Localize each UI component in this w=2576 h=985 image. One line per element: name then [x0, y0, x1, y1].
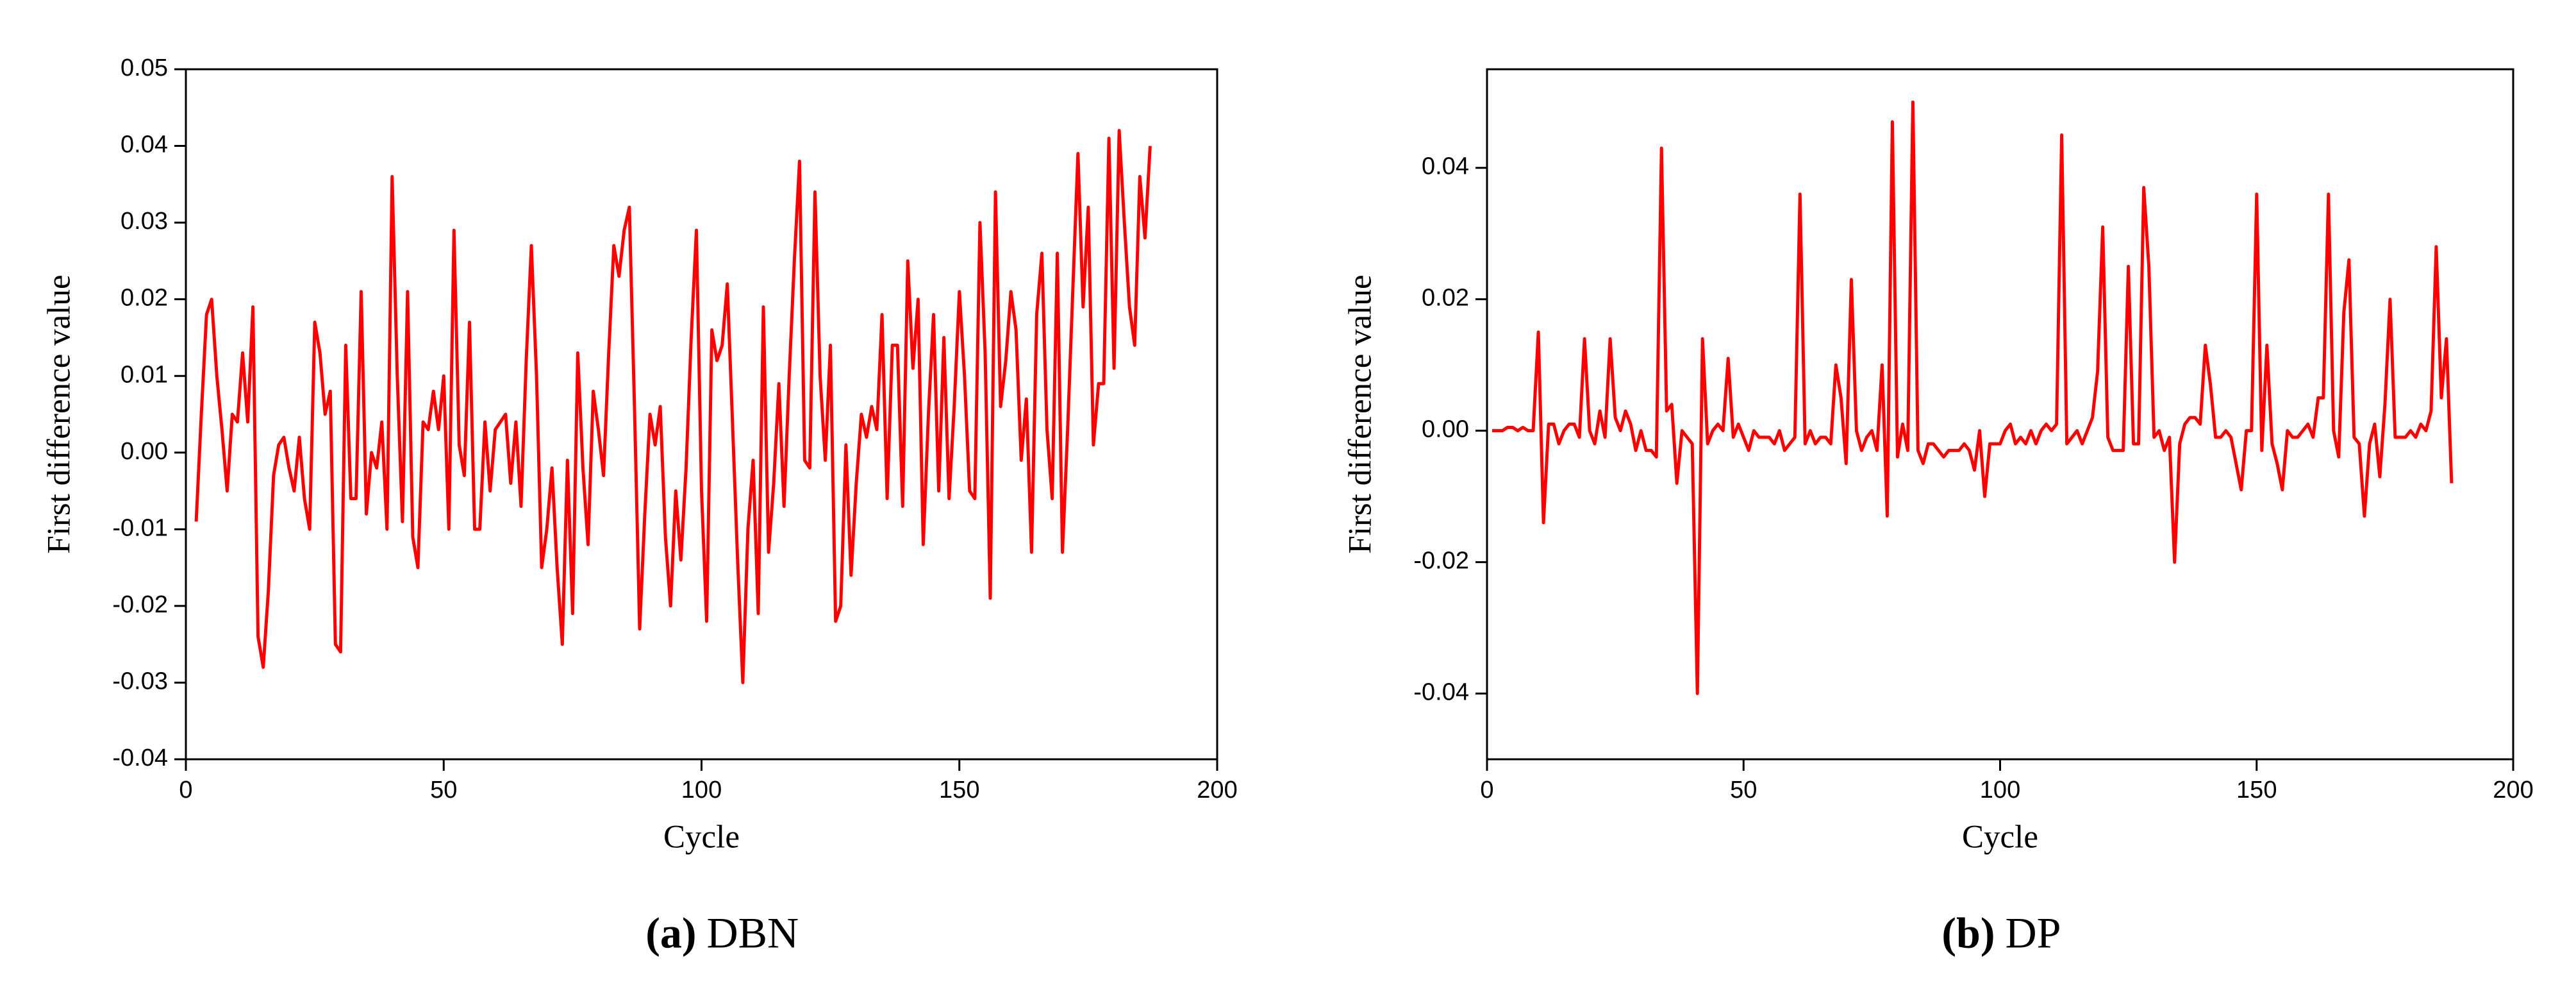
y-tick-label: -0.02 — [112, 591, 168, 618]
y-tick-label: 0.01 — [120, 361, 168, 388]
y-tick-label: -0.04 — [112, 745, 168, 771]
x-tick-label: 200 — [1197, 777, 1237, 804]
x-tick-label: 0 — [1480, 777, 1493, 804]
data-line — [1492, 100, 2454, 695]
y-tick-label: 0.03 — [120, 208, 168, 235]
y-tick-label: 0.04 — [1422, 153, 1469, 180]
y-axis-title: First difference value — [42, 274, 78, 553]
y-tick-label: -0.04 — [1413, 679, 1469, 706]
y-tick-label: 0.02 — [1422, 285, 1469, 312]
y-tick-label: -0.01 — [112, 514, 168, 541]
y-tick-label: -0.02 — [1413, 548, 1469, 575]
x-axis-title: Cycle — [663, 820, 740, 855]
y-axis-title: First difference value — [1343, 274, 1379, 553]
y-tick-label: 0.02 — [120, 285, 168, 312]
y-tick-label: 0.00 — [120, 438, 168, 465]
x-tick-label: 0 — [179, 777, 192, 804]
x-tick-label: 100 — [1980, 777, 2020, 804]
x-tick-label: 100 — [681, 777, 722, 804]
y-tick-label: -0.03 — [112, 668, 168, 695]
x-axis-title: Cycle — [1962, 820, 2038, 855]
caption-label: (b) — [1941, 909, 1995, 957]
x-tick-label: 50 — [430, 777, 457, 804]
x-tick-label: 150 — [939, 777, 979, 804]
caption-text: DP — [2006, 909, 2061, 957]
y-tick-label: 0.04 — [120, 131, 168, 158]
x-tick-label: 200 — [2493, 777, 2533, 804]
y-tick-label: 0.00 — [1422, 416, 1469, 443]
y-tick-label: 0.05 — [120, 55, 168, 81]
x-tick-label: 150 — [2236, 777, 2277, 804]
plot-frame — [1486, 68, 2514, 761]
caption-text: DBN — [707, 909, 799, 957]
data-line — [194, 129, 1152, 684]
x-tick-label: 50 — [1730, 777, 1757, 804]
caption-label: (a) — [645, 909, 696, 957]
